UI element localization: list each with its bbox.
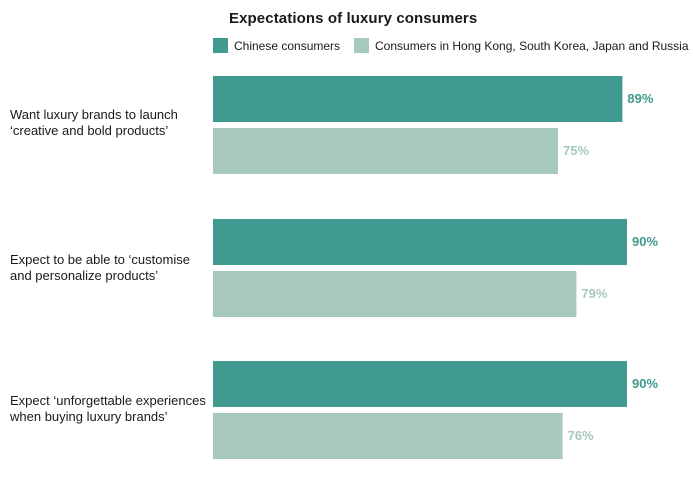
category-label-2-line-2: and personalize products’	[10, 268, 159, 283]
category-label-3-line-2: when buying luxury brands’	[10, 409, 168, 424]
bar-others-3	[213, 413, 563, 459]
value-label-chinese-2: 90%	[632, 234, 658, 249]
category-label-1: Want luxury brands to launch ‘creative a…	[10, 107, 210, 139]
chart-title: Expectations of luxury consumers	[229, 10, 478, 27]
legend-swatch-others	[354, 38, 369, 53]
bar-others-2	[213, 271, 577, 317]
value-label-chinese-1: 89%	[627, 91, 653, 106]
value-label-others-3: 76%	[568, 428, 594, 443]
legend-item-chinese: Chinese consumers	[213, 38, 340, 53]
bar-others-1	[213, 128, 558, 174]
bar-chinese-3	[213, 361, 627, 407]
legend-item-others: Consumers in Hong Kong, South Korea, Jap…	[354, 38, 689, 53]
legend-label-chinese: Chinese consumers	[234, 38, 341, 53]
category-label-1-line-2: ‘creative and bold products’	[10, 123, 169, 138]
category-label-3-line-1: Expect ‘unforgettable experiences	[10, 393, 206, 408]
category-label-2-line-1: Expect to be able to ‘customise	[10, 252, 190, 267]
value-label-chinese-3: 90%	[632, 376, 658, 391]
legend-label-others: Consumers in Hong Kong, South Korea, Jap…	[375, 38, 689, 53]
bar-chinese-1	[213, 76, 623, 122]
legend-swatch-chinese	[213, 38, 228, 53]
category-label-2: Expect to be able to ‘customise and pers…	[10, 252, 210, 284]
category-label-3: Expect ‘unforgettable experiences when b…	[10, 393, 210, 425]
value-label-others-2: 79%	[581, 286, 607, 301]
value-label-others-1: 75%	[563, 143, 589, 158]
category-label-1-line-1: Want luxury brands to launch	[10, 107, 178, 122]
bar-chinese-2	[213, 219, 627, 265]
